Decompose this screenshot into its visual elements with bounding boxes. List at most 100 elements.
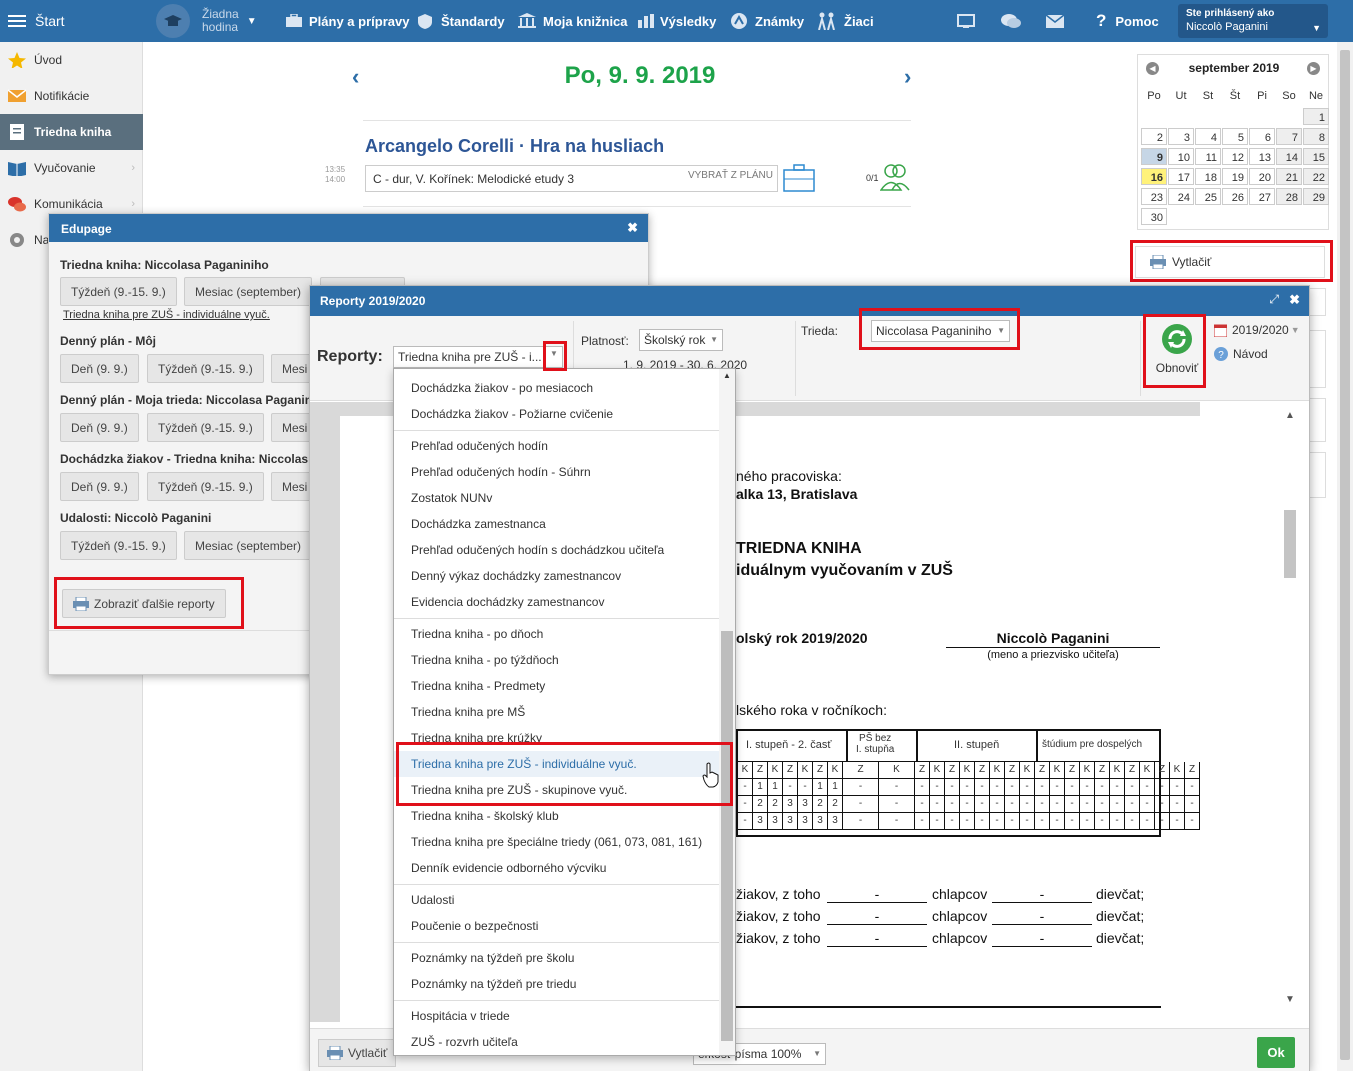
validity-select[interactable]: Školský rok ▼ [639,329,723,351]
calendar-day[interactable]: 23 [1141,188,1167,205]
next-day-icon[interactable]: › [904,64,912,89]
month-button[interactable]: Mesi [271,472,316,501]
dropdown-option[interactable]: Evidencia dochádzky zamestnancov [411,595,605,609]
dropdown-option[interactable]: Udalosti [411,893,455,907]
dropdown-option[interactable]: Dochádzka žiakov - Požiarne cvičenie [411,407,614,421]
sidebar-item-class-book[interactable]: Triedna kniha [0,114,143,150]
calendar-day[interactable]: 12 [1222,148,1248,165]
dropdown-option[interactable]: Dochádzka zamestnanca [411,517,546,531]
nav-grades[interactable]: Známky [730,0,804,42]
sidebar-item-communication[interactable]: Komunikácia › [0,186,143,222]
calendar-day[interactable]: 13 [1249,148,1275,165]
help-button[interactable]: ? Pomoc [1096,0,1159,42]
menu-start-button[interactable]: Štart [8,0,65,42]
dropdown-option[interactable]: Poučenie o bezpečnosti [411,919,539,933]
scroll-up-icon[interactable]: ▲ [723,371,731,380]
dropdown-option[interactable]: Prehľad odučených hodín s dochádzkou uči… [411,543,665,557]
guide-link[interactable]: ? Návod [1214,347,1268,361]
expand-icon[interactable]: ⤢ [1269,292,1279,306]
page-scrollbar[interactable] [1337,42,1353,1071]
reports-dropdown-list[interactable]: ▲ Dochádzka žiakov - po mesiacoch Dochádz… [393,368,736,1056]
nav-plans[interactable]: Plány a prípravy [285,0,409,42]
calendar-day[interactable]: 3 [1168,128,1194,145]
calendar-day[interactable]: 5 [1222,128,1248,145]
dropdown-option[interactable]: Triedna kniha pre špeciálne triedy (061,… [411,835,703,849]
more-reports-button[interactable]: Zobraziť ďalšie reporty [62,589,226,618]
month-button[interactable]: Mesi [271,354,316,383]
sidebar-item-teaching[interactable]: Vyučovanie › [0,150,143,186]
previous-day-icon[interactable]: ‹ [352,64,360,89]
mail-button[interactable] [1046,0,1064,42]
chevron-down-icon[interactable]: ▼ [550,349,558,358]
print-button[interactable]: Vytlačiť [1135,246,1325,278]
week-button[interactable]: Týždeň (9.-15. 9.) [60,531,177,560]
nav-library[interactable]: Moja knižnica [518,0,628,42]
calendar-day[interactable]: 29 [1303,188,1329,205]
calendar-day[interactable]: 7 [1276,128,1302,145]
calendar-day[interactable]: 14 [1276,148,1302,165]
calendar-day[interactable]: 20 [1249,168,1275,185]
dropdown-option[interactable]: Triedna kniha pre ZUŠ - skupinove vyuč. [411,783,628,797]
nav-standards[interactable]: Štandardy [417,0,505,42]
calendar-day[interactable]: 6 [1249,128,1275,145]
dropdown-option[interactable]: Prehľad odučených hodín - Súhrn [411,465,591,479]
class-book-link[interactable]: Triedna kniha pre ZUŠ - individuálne vyu… [63,309,270,321]
week-button[interactable]: Týždeň (9.-15. 9.) [147,354,264,383]
sidebar-item-notifications[interactable]: Notifikácie [0,78,143,114]
dropdown-option[interactable]: Triedna kniha - po dňoch [411,627,544,641]
month-button[interactable]: Mesiac (september) [184,277,313,306]
calendar-day[interactable]: 22 [1303,168,1329,185]
calendar-day[interactable]: 16 [1141,168,1167,185]
class-select[interactable]: Niccolasa Paganiniho ▼ [871,320,1010,342]
week-button[interactable]: Týždeň (9.-15. 9.) [147,472,264,501]
week-button[interactable]: Týždeň (9.-15. 9.) [60,277,177,306]
dropdown-scrollbar[interactable]: ▲ [719,369,735,1055]
scrollbar-thumb[interactable] [721,631,733,1041]
calendar-day[interactable]: 25 [1195,188,1221,205]
close-icon[interactable]: ✖ [1289,292,1300,307]
pick-from-plan-button[interactable]: VYBRAŤ Z PLÁNU [687,170,773,181]
briefcase-icon[interactable] [783,164,815,192]
footer-print-button[interactable]: Vytlačiť [318,1039,397,1067]
lesson-title[interactable]: Arcangelo Corelli · Hra na husliach [365,136,665,156]
dropdown-option[interactable]: Zostatok NUNv [411,491,493,505]
week-button[interactable]: Týždeň (9.-15. 9.) [147,413,264,442]
month-button[interactable]: Mesi [271,413,316,442]
dropdown-option[interactable]: Poznámky na týždeň pre školu [411,951,575,965]
calendar-day[interactable]: 1 [1303,108,1329,125]
dropdown-option[interactable]: Denný výkaz dochádzky zamestnancov [411,569,622,583]
dropdown-option[interactable]: ZUŠ - rozvrh učiteľa [411,1035,518,1049]
previous-month-icon[interactable]: ◀ [1146,62,1159,75]
dropdown-option[interactable]: Poznámky na týždeň pre triedu [411,977,577,991]
dropdown-option[interactable]: Triedna kniha - školský klub [411,809,559,823]
calendar-day[interactable]: 8 [1303,128,1329,145]
nav-students[interactable]: Žiaci [816,0,874,42]
day-button[interactable]: Deň (9. 9.) [60,472,139,501]
user-menu[interactable]: Ste prihlásený ako Niccolò Paganini ▼ [1178,4,1328,38]
calendar-day[interactable]: 11 [1195,148,1221,165]
next-month-icon[interactable]: ▶ [1307,62,1320,75]
messages-button[interactable] [1001,0,1021,42]
calendar-day[interactable]: 28 [1276,188,1302,205]
calendar-day[interactable]: 10 [1168,148,1194,165]
students-icon[interactable] [880,163,910,191]
calendar-day[interactable]: 18 [1195,168,1221,185]
calendar-day[interactable]: 19 [1222,168,1248,185]
sidebar-item-settings[interactable]: Na [0,222,143,258]
calendar-day[interactable]: 17 [1168,168,1194,185]
day-button[interactable]: Deň (9. 9.) [60,413,139,442]
dropdown-option[interactable]: Hospitácia v triede [411,1009,510,1023]
dropdown-option[interactable]: Triedna kniha pre MŠ [411,705,526,719]
dropdown-option[interactable]: Prehľad odučených hodín [411,439,548,453]
lesson-topic-field[interactable]: C - dur, V. Kořínek: Melodické etudy 3 V… [365,165,778,192]
day-button[interactable]: Deň (9. 9.) [60,354,139,383]
reports-select[interactable]: Triedna kniha pre ZUŠ - i... [393,346,563,368]
dropdown-option[interactable]: Triedna kniha - Predmety [411,679,546,693]
calendar-day[interactable]: 21 [1276,168,1302,185]
calendar-day[interactable]: 26 [1222,188,1248,205]
dropdown-option[interactable]: Dochádzka žiakov - po mesiacoch [411,381,594,395]
month-button[interactable]: Mesiac (september) [184,531,313,560]
dropdown-option[interactable]: Denník evidencie odborného výcviku [411,861,607,875]
calendar-day[interactable]: 2 [1141,128,1167,145]
calendar-day[interactable]: 9 [1141,148,1167,165]
